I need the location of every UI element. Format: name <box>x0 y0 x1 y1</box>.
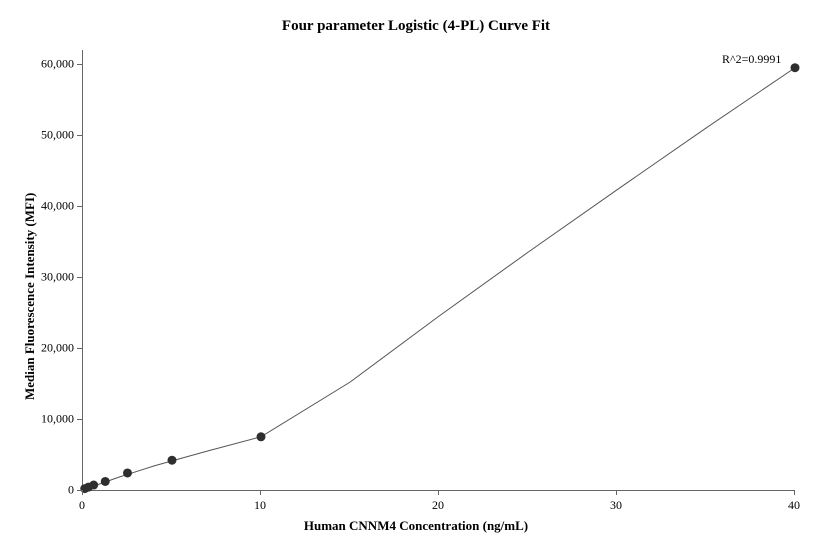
y-tick <box>77 490 82 491</box>
y-tick <box>77 64 82 65</box>
r-squared-annotation: R^2=0.9991 <box>722 52 781 67</box>
x-tick-label: 10 <box>254 498 266 513</box>
data-point <box>89 481 98 490</box>
y-tick <box>77 348 82 349</box>
x-tick <box>794 490 795 495</box>
data-point <box>123 468 132 477</box>
y-tick <box>77 277 82 278</box>
y-tick <box>77 206 82 207</box>
plot-svg <box>83 50 795 490</box>
x-tick <box>82 490 83 495</box>
fit-curve <box>83 68 795 490</box>
y-tick-label: 50,000 <box>30 128 74 143</box>
y-tick <box>77 419 82 420</box>
y-axis-label: Median Fluorescence Intensity (MFI) <box>22 193 38 400</box>
x-tick <box>616 490 617 495</box>
x-tick <box>260 490 261 495</box>
data-point <box>257 432 266 441</box>
y-tick-label: 20,000 <box>30 341 74 356</box>
chart-container: Four parameter Logistic (4-PL) Curve Fit… <box>0 0 832 560</box>
y-tick-label: 30,000 <box>30 270 74 285</box>
data-point <box>791 63 800 72</box>
data-point <box>101 477 110 486</box>
y-tick <box>77 135 82 136</box>
y-tick-label: 40,000 <box>30 199 74 214</box>
y-tick-label: 60,000 <box>30 57 74 72</box>
x-tick-label: 40 <box>788 498 800 513</box>
x-tick-label: 30 <box>610 498 622 513</box>
x-tick-label: 0 <box>79 498 85 513</box>
y-tick-label: 10,000 <box>30 412 74 427</box>
plot-area <box>82 50 795 491</box>
x-axis-label: Human CNNM4 Concentration (ng/mL) <box>0 518 832 534</box>
x-tick <box>438 490 439 495</box>
y-tick-label: 0 <box>30 483 74 498</box>
x-tick-label: 20 <box>432 498 444 513</box>
chart-title: Four parameter Logistic (4-PL) Curve Fit <box>0 18 832 35</box>
data-point <box>168 456 177 465</box>
